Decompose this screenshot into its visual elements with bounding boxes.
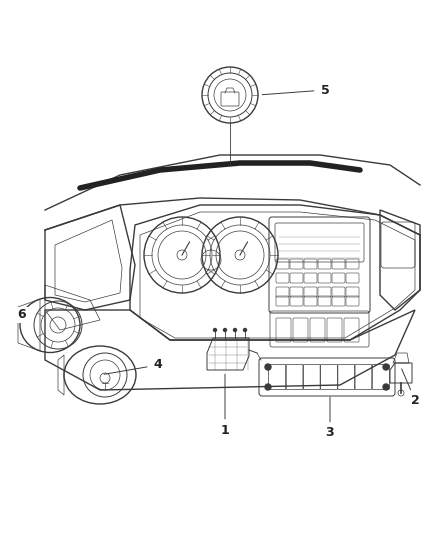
Text: 3: 3 — [326, 426, 334, 440]
Circle shape — [383, 384, 389, 390]
Circle shape — [265, 364, 271, 370]
Circle shape — [233, 328, 237, 332]
Circle shape — [265, 384, 271, 390]
Text: 2: 2 — [411, 393, 419, 407]
Circle shape — [383, 364, 389, 370]
Text: 6: 6 — [18, 309, 26, 321]
Circle shape — [213, 328, 216, 332]
Circle shape — [244, 328, 247, 332]
Text: 4: 4 — [154, 359, 162, 372]
Text: 1: 1 — [221, 424, 230, 437]
Text: 5: 5 — [321, 84, 329, 96]
Circle shape — [223, 328, 226, 332]
